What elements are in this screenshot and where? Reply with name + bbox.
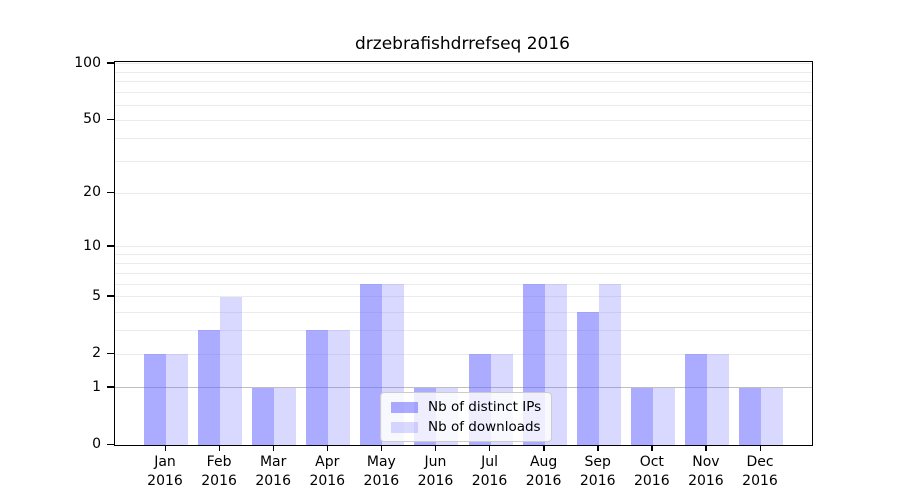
bar-downloads-feb [220,296,243,445]
bar-downloads-nov [706,354,729,445]
gridline-9 [115,254,812,256]
x-tick-label: Feb 2016 [201,454,237,489]
y-tick-mark [107,62,114,64]
y-tick-mark [107,352,114,355]
x-tick-mark [326,446,329,451]
chart-title: drzebrafishdrrefseq 2016 [354,34,570,54]
legend-label-downloads: Nb of downloads [428,419,541,435]
x-tick-label: Sep 2016 [579,454,616,489]
y-tick-label: 0 [92,436,101,452]
gridline-2 [115,353,812,355]
x-tick-label: Oct 2016 [633,454,670,489]
legend-entry-downloads: Nb of downloads [391,419,541,435]
y-tick-mark [107,191,114,194]
x-tick-label: May 2016 [363,454,400,489]
x-tick-label: Aug 2016 [525,454,562,489]
x-tick-mark [164,446,166,451]
legend-entry-distinct-ips: Nb of distinct IPs [391,399,541,415]
gridline-100 [115,63,812,65]
y-tick-label: 20 [83,184,101,201]
x-tick-label: Jan 2016 [147,454,183,489]
x-tick-mark [543,446,545,451]
legend-swatch-distinct-ips [391,401,418,413]
y-tick-mark [107,386,114,388]
x-tick-label: Jun 2016 [417,454,454,489]
y-tick-mark [107,118,114,120]
gridline-80 [115,81,812,83]
bar-downloads-apr [328,330,351,445]
y-tick-label: 2 [92,345,101,362]
x-tick-label: Jul 2016 [471,454,508,489]
y-tick-label: 50 [83,111,101,128]
bar-downloads-dec [761,387,783,445]
gridline-90 [115,71,812,73]
gridline-10 [115,246,812,248]
y-tick-mark [107,245,114,247]
bar-downloads-mar [274,387,297,445]
x-tick-mark [597,446,599,451]
gridline-3 [115,329,812,331]
x-tick-label: Mar 2016 [255,454,291,489]
x-tick-mark [434,446,437,451]
bar-distinct-ips-may [360,284,383,445]
gridline-4 [115,311,812,313]
x-tick-mark [272,446,275,451]
x-tick-mark [218,446,220,451]
legend-label-distinct-ips: Nb of distinct IPs [428,399,542,415]
bar-distinct-ips-feb [198,330,221,445]
gridline-8 [115,262,812,264]
x-tick-mark [651,446,653,451]
bar-distinct-ips-sep [576,312,599,445]
gridline-30 [115,160,812,162]
bar-downloads-jan [166,354,188,445]
plot-area: Nb of distinct IPs Nb of downloads [114,61,813,446]
x-tick-label: Dec 2016 [742,454,778,489]
bar-distinct-ips-oct [630,387,653,445]
y-tick-mark [107,443,114,445]
y-tick-mark [107,295,114,297]
gridline-70 [115,92,812,94]
bar-downloads-oct [652,387,675,445]
y-tick-label: 1 [92,378,101,395]
gridline-7 [115,272,812,274]
bar-distinct-ips-mar [252,387,275,445]
bar-distinct-ips-apr [306,330,329,445]
gridline-6 [115,283,812,285]
x-tick-label: Nov 2016 [688,454,724,489]
bar-distinct-ips-jan [144,354,166,445]
x-tick-mark [489,446,491,451]
gridline-20 [115,192,812,194]
bar-distinct-ips-nov [684,354,707,445]
legend: Nb of distinct IPs Nb of downloads [380,392,553,442]
legend-swatch-downloads [391,421,418,433]
x-tick-label: Apr 2016 [309,454,346,489]
x-tick-mark [759,446,761,451]
y-tick-label: 10 [83,237,101,254]
x-tick-mark [380,446,383,451]
x-tick-mark [705,446,707,451]
y-tick-label: 5 [92,287,101,304]
bar-distinct-ips-dec [739,387,761,445]
gridline-1 [115,387,812,389]
gridline-40 [115,137,812,139]
gridline-50 [115,119,812,121]
gridline-5 [115,296,812,298]
gridline-60 [115,104,812,106]
y-tick-label: 100 [74,54,101,71]
bar-downloads-sep [598,284,621,445]
